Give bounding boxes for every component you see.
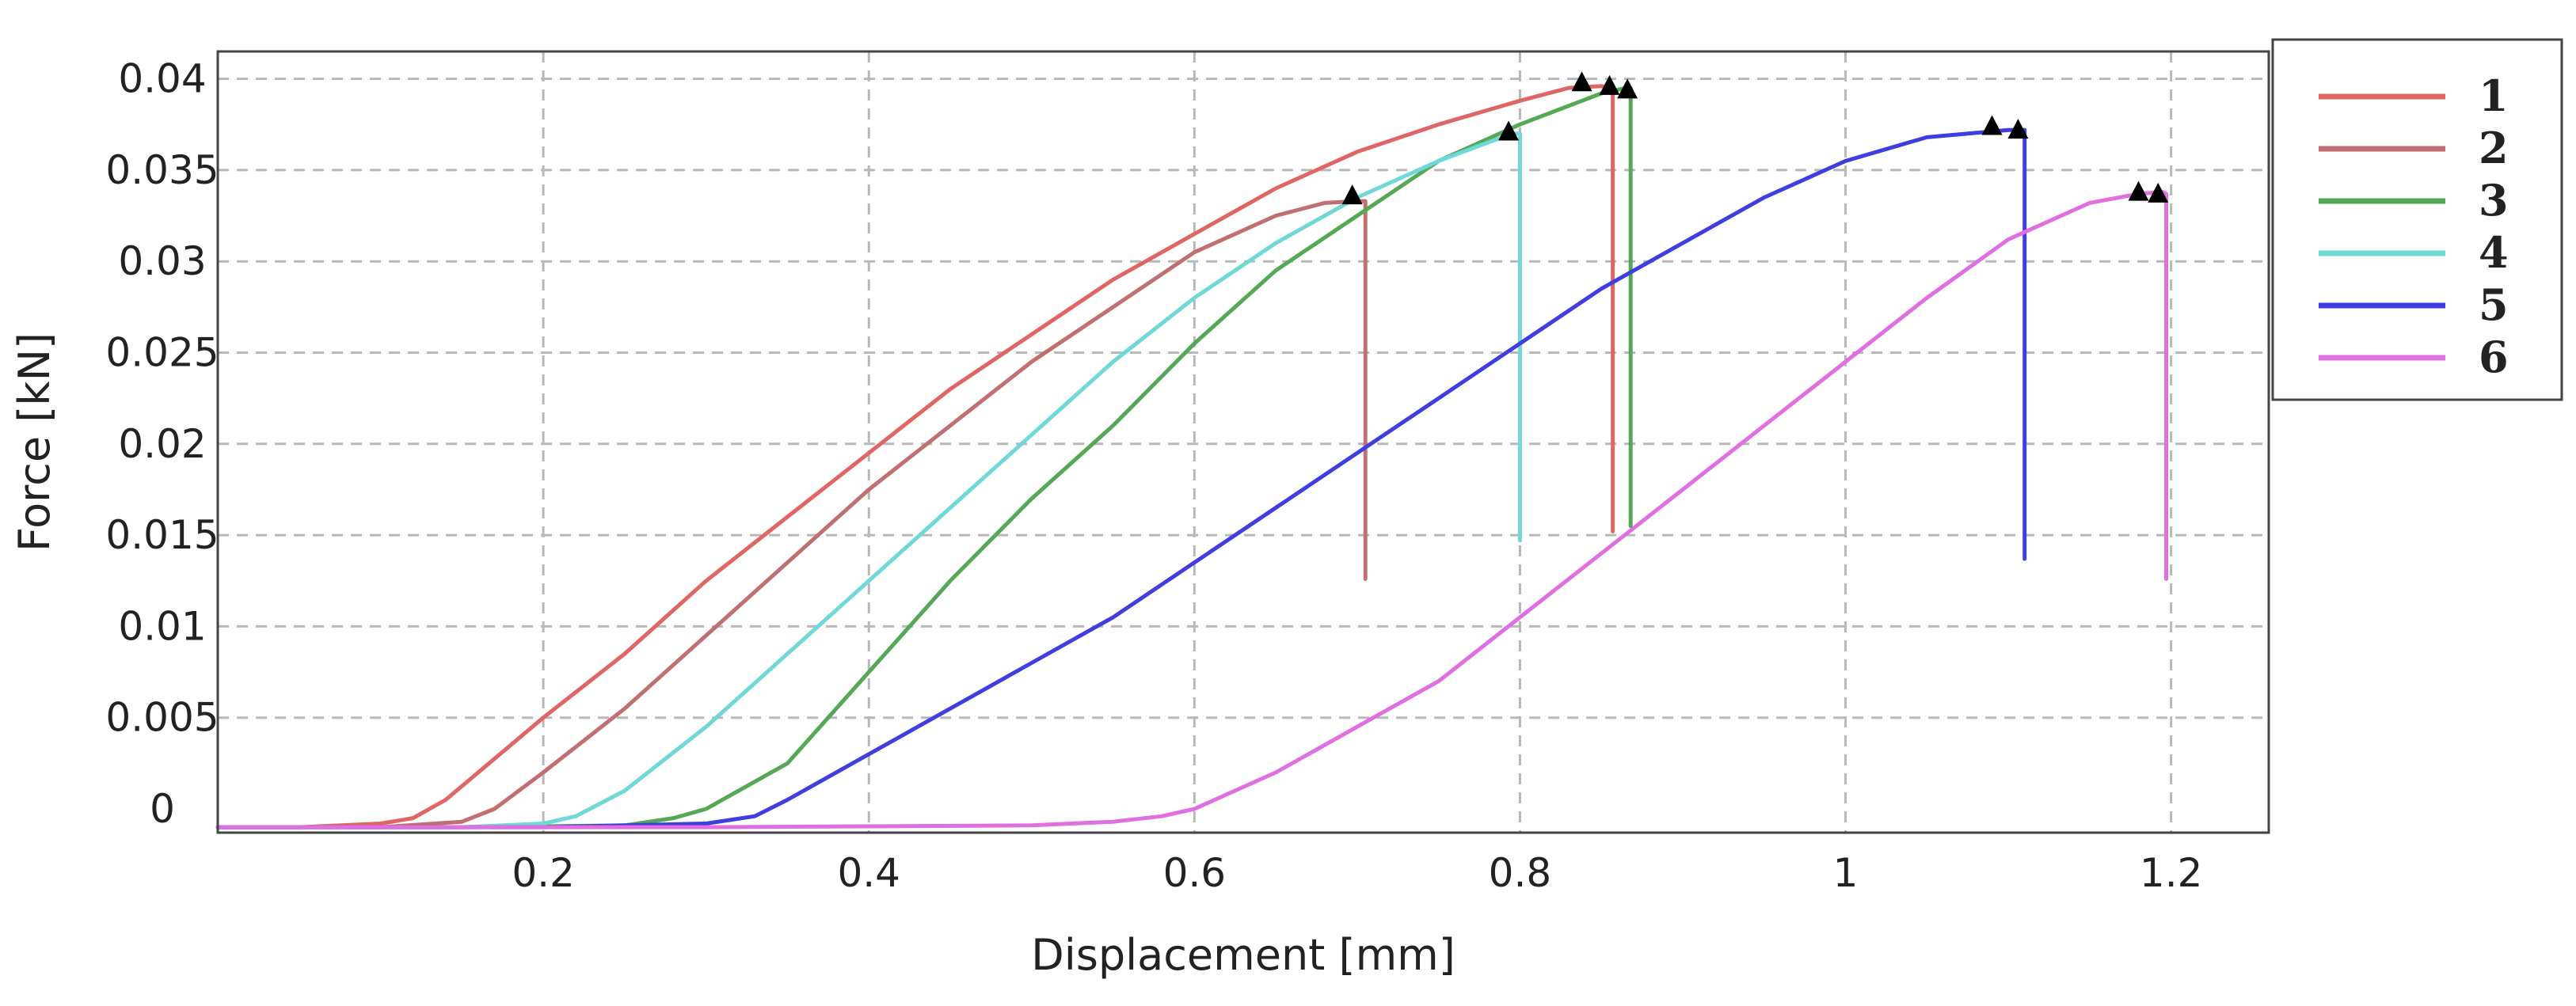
y-tick-label: 0.035 [105,147,219,193]
x-axis-title: Displacement [mm] [1031,930,1455,980]
series-6-peak-marker [2148,182,2169,203]
y-axis-title: Force [kN] [10,332,59,552]
x-tick-label: 0.8 [1489,850,1552,896]
x-tick-label: 0.4 [837,850,900,896]
y-tick-label: 0 [150,786,175,832]
legend-label-5: 5 [2479,279,2509,330]
series-6-peak-marker [2128,180,2149,201]
y-tick-label: 0.01 [118,603,206,649]
legend-label-6: 6 [2479,332,2509,382]
series-1-peak-marker [1571,71,1592,92]
series-3-line [215,85,1633,829]
y-tick-label: 0.04 [118,56,206,102]
plot-frame [216,50,2270,834]
series-6-line [215,190,2168,829]
grid-layer [218,51,2269,833]
series-5-peak-marker [2007,119,2029,139]
series-3-peak-marker [1617,78,1638,99]
x-tick-label: 1.2 [2140,850,2203,896]
legend-label-4: 4 [2479,227,2509,278]
x-tick-label: 0.6 [1163,850,1227,896]
x-axis-ticks: 0.2 0.4 0.6 0.8 1 1.2 [512,850,2202,896]
legend-label-2: 2 [2479,123,2509,173]
x-tick-label: 1 [1833,850,1859,896]
series-2-peak-marker [1341,184,1363,205]
series-5-peak-marker [1981,115,2003,135]
y-tick-label: 0.025 [105,330,219,376]
marker-layer [1341,71,2169,205]
series-1-peak-marker [1599,74,1620,95]
y-axis-ticks: 0 0.005 0.01 0.015 0.02 0.025 0.03 0.035 0.04 [105,56,219,832]
y-tick-label: 0.015 [105,512,219,558]
series-5-line [215,127,2027,829]
series-layer [215,84,2168,829]
legend-frame [2271,38,2563,401]
y-tick-label: 0.005 [105,695,219,741]
x-tick-label: 0.2 [512,850,575,896]
series-1-line [215,84,1615,829]
series-4-line [215,131,1522,829]
y-tick-label: 0.03 [118,238,206,284]
legend-label-1: 1 [2479,70,2509,121]
series-4-peak-marker [1498,120,1520,141]
series-2-line [215,199,1368,829]
y-tick-label: 0.02 [118,421,206,467]
legend-label-3: 3 [2479,175,2509,226]
